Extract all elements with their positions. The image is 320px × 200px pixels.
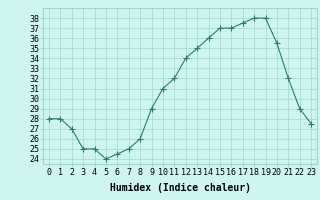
X-axis label: Humidex (Indice chaleur): Humidex (Indice chaleur) xyxy=(109,183,251,193)
